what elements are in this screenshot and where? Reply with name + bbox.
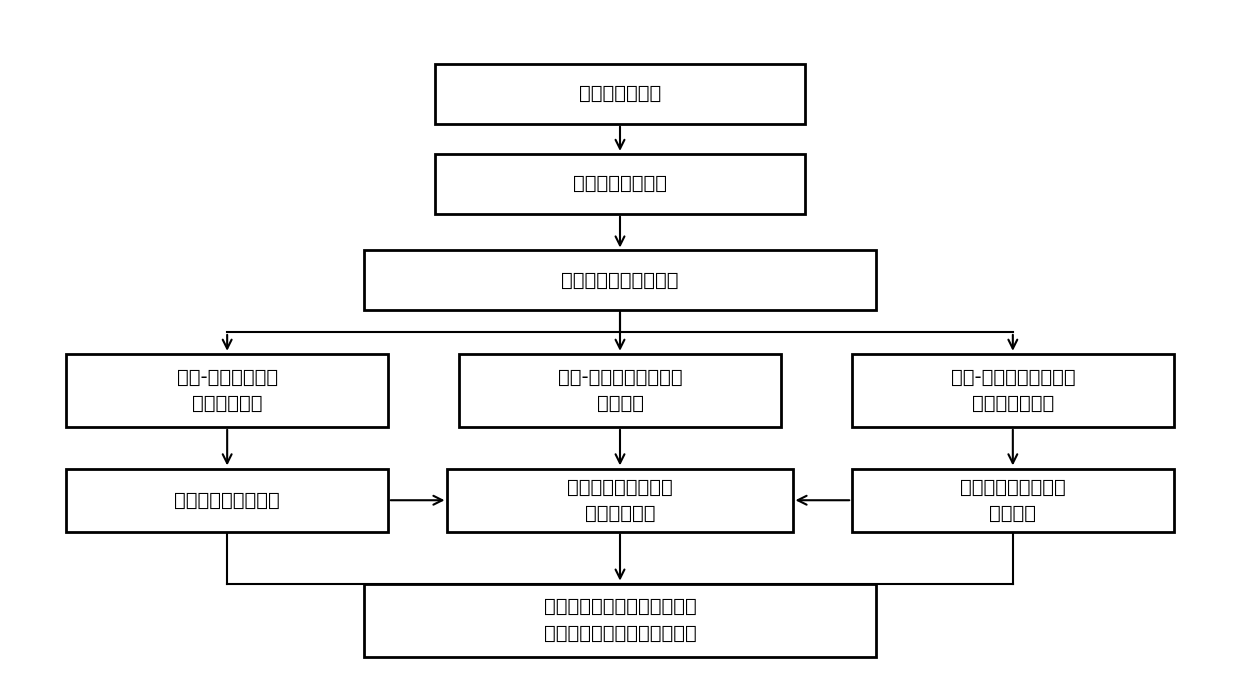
Bar	[852, 354, 1173, 427]
Bar	[448, 468, 792, 532]
Text: 构造-沉积联动井震联合
解释生长逆断层: 构造-沉积联动井震联合 解释生长逆断层	[951, 368, 1075, 413]
Text: 解析中小型伸展断陷盆地生长
逆断层的成因，指导油气勘探: 解析中小型伸展断陷盆地生长 逆断层的成因，指导油气勘探	[543, 598, 697, 643]
Text: 构造-地层联动井震
联合解释断层: 构造-地层联动井震 联合解释断层	[176, 368, 278, 413]
Text: 地层-沉积联动解释，剔
除伪断层: 地层-沉积联动解释，剔 除伪断层	[558, 368, 682, 413]
Bar	[67, 468, 388, 532]
Text: 井震资料品质评价: 井震资料品质评价	[573, 174, 667, 193]
Text: 构建基于解释实例的
构造地质模型: 构建基于解释实例的 构造地质模型	[567, 477, 673, 523]
Bar	[435, 154, 805, 214]
Text: 衍生的构造地质模型: 衍生的构造地质模型	[175, 491, 280, 509]
Text: 区域地质及构造演化
研究成果: 区域地质及构造演化 研究成果	[960, 477, 1065, 523]
Text: 资料收集与处理: 资料收集与处理	[579, 85, 661, 103]
Bar	[435, 64, 805, 124]
Bar	[852, 468, 1173, 532]
Text: 井震联合层序地层分析: 井震联合层序地层分析	[562, 271, 678, 290]
Bar	[67, 354, 388, 427]
Bar	[365, 251, 875, 310]
Bar	[459, 354, 781, 427]
Bar	[365, 584, 875, 657]
